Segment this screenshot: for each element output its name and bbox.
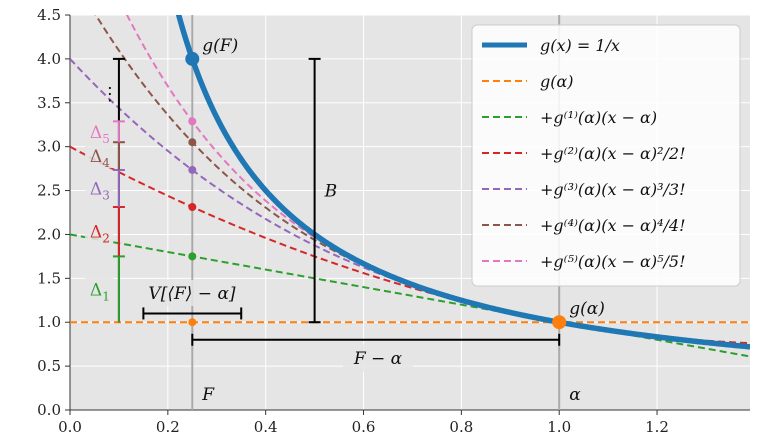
y-tick-label: 2.5 <box>37 182 61 200</box>
delta-3-label-bg <box>84 176 113 201</box>
legend-label-6: +g⁽⁵⁾(α)(x − α)⁵/5! <box>540 252 686 271</box>
legend-box <box>471 24 741 287</box>
taylor-point-4 <box>188 138 197 147</box>
y-tick-label: 1.5 <box>37 269 61 287</box>
delta-ellipsis: ⋮ <box>101 84 119 105</box>
legend-label-2: +g⁽¹⁾(α)(x − α) <box>540 108 657 127</box>
delta-4-label-bg <box>84 144 113 169</box>
delta-5-label-bg <box>84 119 113 144</box>
legend-label-0: g(x) = 1/x <box>540 36 620 55</box>
y-tick-label: 1.0 <box>37 313 61 331</box>
delta-1-subscript: 1 <box>102 289 110 303</box>
x-tick-label: 1.2 <box>645 418 669 436</box>
gF-point <box>185 51 200 66</box>
y-tick-label: 3.0 <box>37 138 61 156</box>
delta-1-label-bg <box>84 277 113 302</box>
V-label-bg <box>137 280 247 306</box>
galpha-point <box>552 315 567 330</box>
delta-4-subscript: 4 <box>102 156 110 170</box>
y-tick-label: 4.5 <box>37 6 61 24</box>
x-tick-label: 0.8 <box>449 418 473 436</box>
galpha-label: g(α) <box>569 299 605 319</box>
delta-2-subscript: 2 <box>102 232 110 246</box>
legend-label-3: +g⁽²⁾(α)(x − α)²/2! <box>540 144 686 163</box>
taylor-point-0 <box>188 318 197 327</box>
V-bracket <box>142 307 243 320</box>
x-tick-label: 0.2 <box>156 418 180 436</box>
taylor-point-3 <box>188 165 197 174</box>
legend: g(x) = 1/x g(α) +g⁽¹⁾(α)(x − α) +g⁽²⁾(α)(x … <box>471 24 741 287</box>
alpha-label: α <box>569 385 581 405</box>
y-tick-label: 0.0 <box>37 401 61 419</box>
B-label: B <box>324 182 338 202</box>
delta-5-subscript: 5 <box>102 132 110 146</box>
legend-label-5: +g⁽⁴⁾(α)(x − α)⁴/4! <box>540 216 686 235</box>
x-tick-label: 0.6 <box>352 418 376 436</box>
g-curve-line <box>175 15 750 350</box>
legend-label-4: +g⁽³⁾(α)(x − α)³/3! <box>540 180 686 199</box>
y-tick-label: 3.5 <box>37 94 61 112</box>
gF-label: g(F) <box>202 36 238 56</box>
x-tick-label: 1.0 <box>547 418 571 436</box>
taylor-point-1 <box>188 252 197 261</box>
y-tick-label: 0.5 <box>37 357 61 375</box>
x-tick-label: 0.4 <box>254 418 278 436</box>
B-bracket <box>308 57 321 324</box>
x-tick-label: 0.0 <box>58 418 82 436</box>
tick-labels: 0.0 0.2 0.4 0.6 0.8 1.0 1.2 0.0 0.5 1.0 1.5 2.0 2.5 3… <box>37 6 669 436</box>
F-label: F <box>201 385 215 405</box>
legend-label-1: g(α) <box>540 72 574 91</box>
taylor-point-2 <box>188 203 197 212</box>
delta-3-subscript: 3 <box>102 188 110 202</box>
V-label: V[⟨F⟩ − α] <box>148 284 236 304</box>
taylor-point-5 <box>188 117 197 126</box>
F-minus-alpha-label-bg <box>343 343 413 372</box>
F-minus-alpha-label: F − α <box>353 349 403 369</box>
y-tick-label: 4.0 <box>37 50 61 68</box>
delta-2-label-bg <box>84 219 113 244</box>
y-tick-label: 2.0 <box>37 225 61 243</box>
F-minus-alpha-bracket <box>191 333 561 346</box>
